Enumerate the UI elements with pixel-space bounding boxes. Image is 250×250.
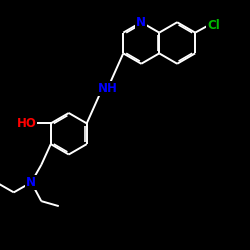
Text: N: N [136,16,146,29]
Text: NH: NH [98,82,117,95]
Text: N: N [26,176,36,189]
Text: Cl: Cl [207,19,220,32]
Text: HO: HO [16,117,36,130]
